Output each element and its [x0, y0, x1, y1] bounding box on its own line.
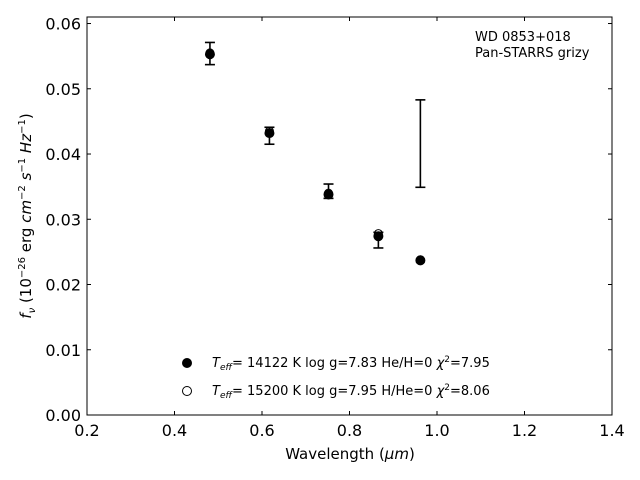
model-point-open	[324, 188, 333, 198]
model-point-open	[415, 255, 425, 265]
legend-label-2: Teff= 15200 K log g=7.95 H/He=0 χ2=8.06	[212, 383, 490, 401]
y-axis-ticks: 0.00 0.01 0.02 0.03 0.04 0.05 0.06	[45, 15, 612, 425]
x-tick-label: 1.4	[599, 421, 624, 440]
error-bar	[415, 99, 426, 189]
y-tick-label: 0.03	[45, 210, 81, 229]
y-tick-label: 0.01	[45, 341, 81, 360]
x-tick-label: 1.0	[424, 421, 449, 440]
model-point-filled	[373, 231, 384, 242]
y-tick-label: 0.00	[45, 406, 81, 425]
x-axis-label: Wavelength (μm)	[285, 445, 415, 463]
annotation-survey: Pan-STARRS grizy	[475, 46, 590, 61]
legend-marker-open	[182, 386, 192, 396]
x-tick-label: 0.6	[249, 421, 274, 440]
y-tick-label: 0.06	[45, 15, 81, 34]
y-axis-label: fν (10−26 erg cm−2 s−1 Hz−1)	[17, 113, 38, 318]
svg-text:fν (10−26 erg cm−2 s−1 Hz−1): fν (10−26 erg cm−2 s−1 Hz−1)	[17, 113, 38, 318]
model-point-filled	[264, 128, 275, 139]
legend: Teff= 14122 K log g=7.83 He/H=0 χ2=7.95 …	[182, 355, 490, 401]
x-tick-label: 0.4	[162, 421, 187, 440]
model-point-open	[205, 48, 215, 58]
model-point-open	[264, 126, 274, 136]
annotation-object: WD 0853+018	[475, 30, 571, 45]
data-markers	[204, 48, 426, 266]
y-tick-label: 0.02	[45, 276, 81, 295]
x-tick-label: 0.2	[74, 421, 99, 440]
x-axis-ticks: 0.2 0.4 0.6 0.8 1.0 1.2 1.4	[74, 17, 625, 440]
x-tick-label: 0.8	[337, 421, 362, 440]
y-tick-label: 0.05	[45, 80, 81, 99]
y-tick-label: 0.04	[45, 145, 81, 164]
legend-marker-filled	[182, 358, 192, 368]
legend-label-1: Teff= 14122 K log g=7.83 He/H=0 χ2=7.95	[212, 355, 490, 373]
model-point-open	[373, 229, 383, 239]
x-tick-label: 1.2	[512, 421, 537, 440]
